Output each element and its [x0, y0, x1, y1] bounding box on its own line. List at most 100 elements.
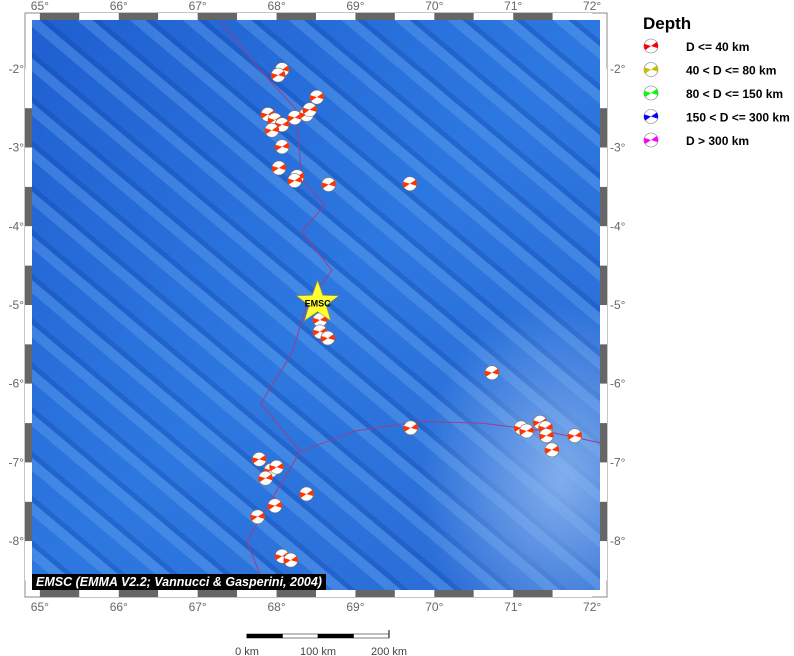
- event-beachball: [309, 89, 325, 105]
- beachball-compression: [544, 445, 559, 454]
- event-beachball: [299, 486, 314, 502]
- frame-segment: [118, 590, 159, 597]
- beachball-compression: [312, 327, 327, 336]
- beachball-compression: [250, 512, 265, 521]
- frame-segment: [276, 13, 316, 20]
- frame-segment: [25, 226, 32, 266]
- frame-segment: [600, 383, 607, 424]
- beachball-compression: [567, 431, 582, 440]
- beachball-compression: [309, 93, 324, 102]
- star-icon: [295, 279, 340, 322]
- beachball-compression: [269, 463, 284, 472]
- lon-tick-label: 67°: [189, 0, 207, 13]
- frame-segment: [600, 68, 607, 109]
- frame-segment: [79, 590, 119, 597]
- legend-beachball: [643, 62, 659, 77]
- credit-label: EMSC (EMMA V2.2; Vannucci & Gasperini, 2…: [32, 574, 326, 590]
- beachball-compression: [403, 423, 418, 432]
- scale-segment: [353, 633, 390, 639]
- beachball-compression: [539, 431, 554, 440]
- event-beachball: [403, 420, 418, 436]
- lat-tick-label: -3°: [9, 141, 25, 155]
- lat-tick-label: -6°: [610, 377, 626, 391]
- beachball-compression: [260, 110, 275, 119]
- frame-segment: [79, 13, 119, 20]
- beachball-compression: [644, 112, 659, 121]
- lat-tick-label: -8°: [9, 534, 25, 548]
- beachball-compression: [264, 126, 279, 135]
- lat-tick-label: -6°: [9, 377, 25, 391]
- bathymetry: [32, 20, 600, 590]
- frame-segment: [600, 226, 607, 266]
- lon-tick-label: 68°: [267, 600, 285, 614]
- beachball-compression: [484, 368, 499, 377]
- frame-segment: [276, 590, 316, 597]
- beachball-compression: [299, 489, 314, 498]
- frame-segment: [25, 305, 32, 345]
- beachball-compression: [275, 552, 290, 561]
- frame-segment: [25, 147, 32, 187]
- frame-segment: [600, 541, 607, 581]
- event-beachball: [283, 552, 299, 568]
- lat-tick-label: -5°: [9, 298, 25, 312]
- frame-segment: [600, 147, 607, 187]
- beachball-compression: [644, 65, 659, 74]
- lon-tick-label: 67°: [189, 600, 207, 614]
- scale-segment: [317, 633, 354, 639]
- lat-tick-label: -8°: [610, 534, 626, 548]
- frame-segment: [600, 423, 607, 463]
- frame-segment: [552, 13, 593, 20]
- event-beachball: [302, 102, 317, 118]
- scale-segment: [282, 633, 319, 639]
- frame-segment: [25, 423, 32, 463]
- frame-segment: [25, 265, 32, 305]
- frame-segment: [25, 383, 32, 424]
- lat-tick-label: -7°: [9, 455, 25, 469]
- event-beachball: [270, 67, 286, 83]
- beachball-compression: [320, 334, 335, 343]
- scale-label: 100 km: [300, 646, 336, 656]
- event-beachball: [539, 428, 554, 443]
- frame-segment: [600, 108, 607, 148]
- beachball-compression: [258, 474, 273, 483]
- lat-tick-label: -3°: [610, 141, 626, 155]
- frame-segment: [600, 344, 607, 384]
- emsc-star: EMSC: [295, 279, 340, 322]
- frame-segment: [600, 265, 607, 305]
- frame-segment: [197, 590, 238, 597]
- lon-tick-label: 66°: [110, 0, 128, 13]
- legend-beachball: [643, 85, 659, 101]
- frame-segment: [316, 13, 356, 20]
- event-beachball: [271, 160, 287, 176]
- beachball-compression: [267, 116, 282, 124]
- lon-tick-label: 71°: [504, 0, 522, 13]
- beachball-compression: [275, 142, 290, 151]
- events-layer: [250, 62, 583, 568]
- event-beachball: [251, 452, 267, 467]
- legend-label: D <= 40 km: [686, 40, 749, 54]
- frame-segment: [473, 590, 514, 597]
- event-beachball: [320, 330, 336, 346]
- frame-segment: [118, 13, 159, 20]
- lon-tick-label: 71°: [504, 600, 522, 614]
- beachball-compression: [312, 316, 327, 324]
- event-beachball: [274, 139, 290, 155]
- beachball-compression: [283, 556, 298, 565]
- legend-beachball: [643, 132, 659, 148]
- frame-segment: [237, 590, 277, 597]
- lon-tick-label: 70°: [425, 600, 443, 614]
- frame-segment: [25, 541, 32, 581]
- lon-tick-label: 68°: [267, 0, 285, 13]
- frame-segment: [355, 590, 395, 597]
- event-beachball: [484, 365, 500, 381]
- star-label: EMSC: [305, 299, 332, 309]
- lon-tick-label: 66°: [110, 600, 128, 614]
- frame-segment: [513, 13, 553, 20]
- frame-segment: [316, 590, 356, 597]
- lon-tick-label: 72°: [583, 600, 601, 614]
- beachball-compression: [287, 176, 302, 185]
- frame-segment: [25, 462, 32, 502]
- frame-segment: [158, 590, 198, 597]
- event-beachball: [267, 498, 283, 514]
- lon-tick-label: 65°: [31, 0, 49, 13]
